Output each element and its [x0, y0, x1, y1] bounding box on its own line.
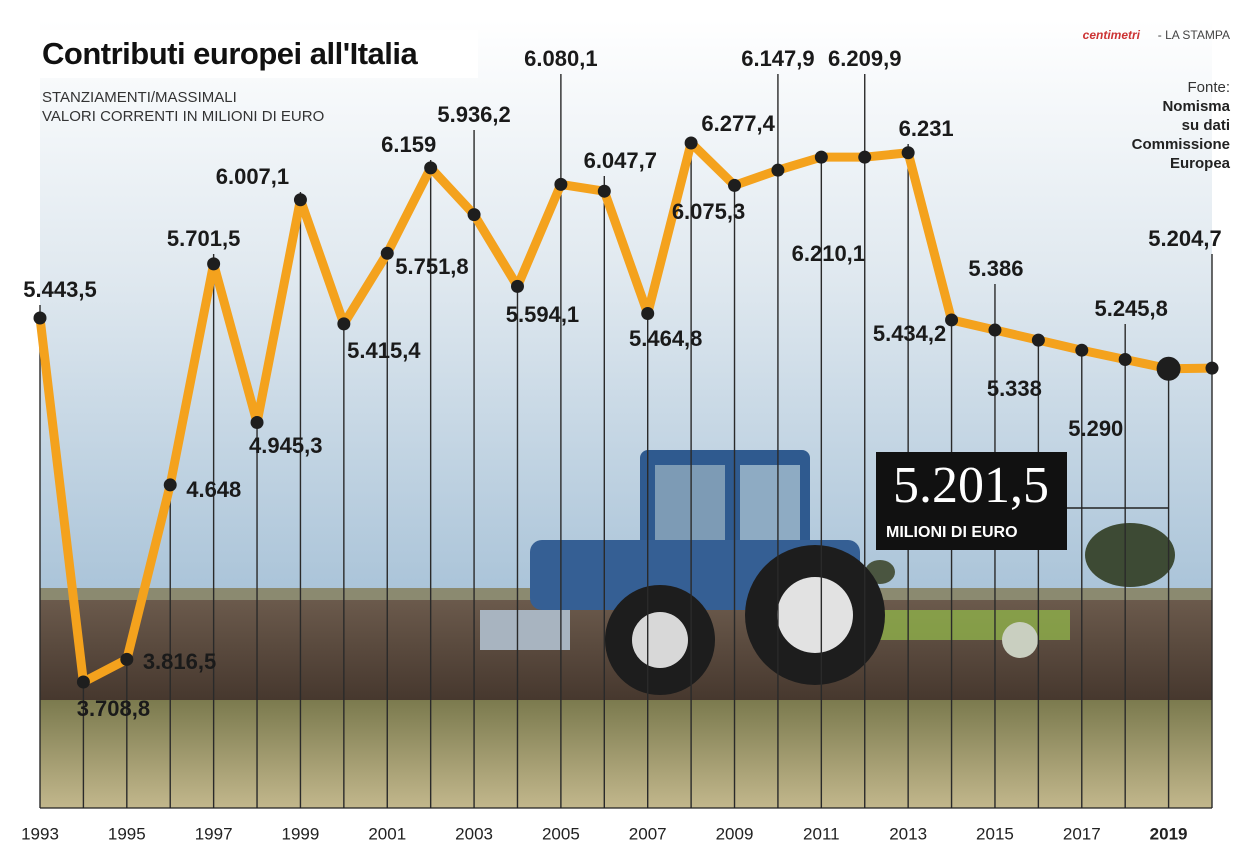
value-label: 6.231: [899, 116, 954, 141]
source: su dati: [1182, 117, 1230, 134]
data-point: [815, 151, 828, 164]
data-point: [988, 324, 1001, 337]
value-label: 5.936,2: [437, 102, 510, 127]
data-point: [771, 164, 784, 177]
data-point: [337, 317, 350, 330]
data-point: [554, 178, 567, 191]
value-label: 5.594,1: [506, 302, 579, 327]
value-label: 6.047,7: [584, 148, 657, 173]
value-label: 4.945,3: [249, 433, 322, 458]
value-label: 5.464,8: [629, 326, 702, 351]
data-point: [1075, 344, 1088, 357]
x-tick-label: 2017: [1063, 824, 1101, 843]
x-tick-label: 2015: [976, 824, 1014, 843]
x-tick-label: 2003: [455, 824, 493, 843]
data-point: [424, 161, 437, 174]
data-point: [511, 280, 524, 293]
background-photo: [40, 20, 1212, 808]
data-point: [598, 185, 611, 198]
data-point: [120, 653, 133, 666]
value-label: 6.209,9: [828, 46, 901, 71]
value-label: 6.159: [381, 132, 436, 157]
data-point: [1157, 357, 1181, 381]
data-point: [858, 151, 871, 164]
x-tick-label: 1995: [108, 824, 146, 843]
chart: Contributi europei all'Italia STANZIAMEN…: [0, 0, 1241, 855]
source: Europea: [1170, 155, 1231, 172]
value-label: 5.386: [968, 256, 1023, 281]
value-label: 6.080,1: [524, 46, 597, 71]
callout-unit: MILIONI DI EURO: [886, 524, 1018, 541]
x-tick-label: 1999: [282, 824, 320, 843]
chart-title: Contributi europei all'Italia: [42, 36, 418, 71]
value-label: 6.075,3: [672, 199, 745, 224]
value-label: 5.245,8: [1094, 296, 1167, 321]
data-point: [468, 208, 481, 221]
credit: - LA STAMPA: [1158, 28, 1230, 42]
value-label: 5.434,2: [873, 321, 946, 346]
credit: centimetri: [1083, 28, 1141, 42]
value-label: 6.210,1: [792, 241, 865, 266]
value-label: 5.701,5: [167, 226, 240, 251]
x-tick-label: 2005: [542, 824, 580, 843]
x-tick-label: 2001: [368, 824, 406, 843]
data-point: [1032, 334, 1045, 347]
value-label: 5.415,4: [347, 338, 421, 363]
subtitle: VALORI CORRENTI IN MILIONI DI EURO: [42, 108, 324, 125]
data-point: [902, 146, 915, 159]
value-label: 4.648: [186, 477, 241, 502]
callout-value: 5.201,5: [893, 457, 1049, 514]
data-point: [207, 257, 220, 270]
data-point: [1206, 362, 1219, 375]
value-label: 5.204,7: [1148, 226, 1221, 251]
x-tick-label: 1997: [195, 824, 233, 843]
x-tick-label: 1993: [21, 824, 59, 843]
value-label: 5.290: [1068, 416, 1123, 441]
data-point: [728, 179, 741, 192]
data-point: [945, 313, 958, 326]
x-tick-label: 2019: [1150, 824, 1188, 843]
x-tick-label: 2013: [889, 824, 927, 843]
data-point: [34, 311, 47, 324]
value-label: 3.708,8: [77, 696, 150, 721]
data-point: [685, 137, 698, 150]
x-tick-label: 2011: [803, 824, 840, 843]
x-tick-label: 2007: [629, 824, 667, 843]
value-label: 5.338: [987, 376, 1042, 401]
subtitle: STANZIAMENTI/MASSIMALI: [42, 89, 237, 106]
data-point: [294, 193, 307, 206]
value-label: 5.443,5: [23, 277, 96, 302]
value-label: 6.147,9: [741, 46, 814, 71]
data-point: [1119, 353, 1132, 366]
value-label: 6.007,1: [216, 164, 289, 189]
source: Nomisma: [1162, 98, 1230, 115]
value-label: 5.751,8: [395, 254, 468, 279]
data-point: [77, 676, 90, 689]
value-label: 6.277,4: [701, 111, 775, 136]
source-label: Fonte:: [1187, 79, 1230, 96]
data-point: [164, 478, 177, 491]
data-point: [641, 307, 654, 320]
x-tick-label: 2009: [716, 824, 754, 843]
data-point: [251, 416, 264, 429]
source: Commissione: [1132, 136, 1230, 153]
data-point: [381, 247, 394, 260]
value-label: 3.816,5: [143, 649, 216, 674]
